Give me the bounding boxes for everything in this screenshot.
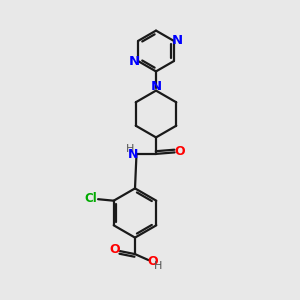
Text: N: N bbox=[128, 148, 138, 161]
Text: O: O bbox=[175, 145, 185, 158]
Text: N: N bbox=[129, 55, 140, 68]
Text: N: N bbox=[172, 34, 183, 47]
Text: Cl: Cl bbox=[84, 192, 97, 205]
Text: H: H bbox=[126, 143, 134, 154]
Text: O: O bbox=[148, 255, 158, 268]
Text: H: H bbox=[154, 261, 162, 271]
Text: O: O bbox=[110, 243, 120, 256]
Text: N: N bbox=[150, 80, 162, 93]
